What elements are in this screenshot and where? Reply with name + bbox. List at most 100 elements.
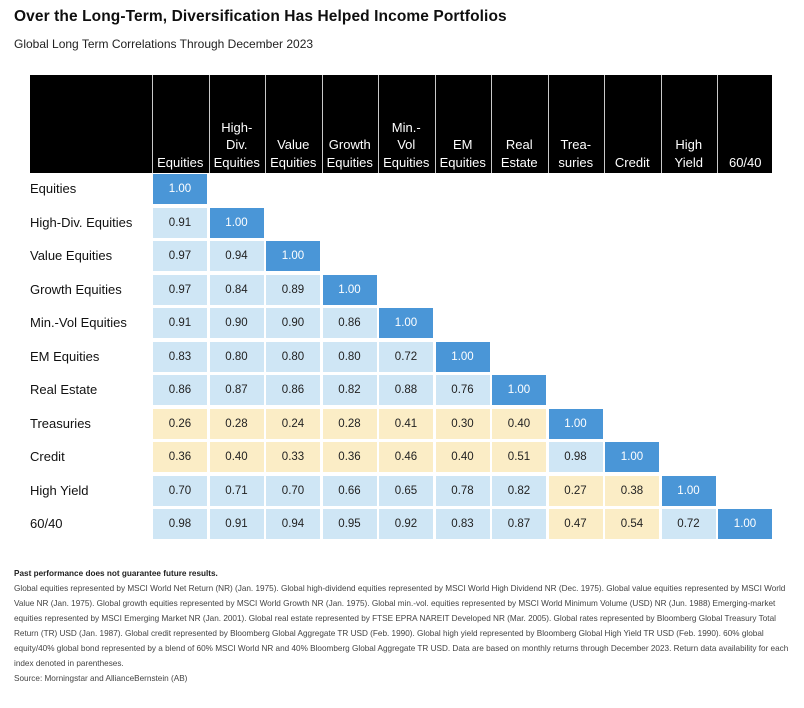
correlation-cell: 0.83 bbox=[435, 509, 490, 539]
correlation-cell: 0.36 bbox=[322, 442, 377, 472]
column-separator bbox=[604, 75, 605, 173]
row-label: Value Equities bbox=[30, 248, 113, 263]
chart-subtitle: Global Long Term Correlations Through De… bbox=[14, 37, 314, 51]
correlation-cell: 0.38 bbox=[605, 475, 659, 506]
column-separator bbox=[717, 75, 718, 173]
correlation-cell: 0.28 bbox=[209, 408, 264, 439]
column-header-label: Min.- Vol Equities bbox=[383, 119, 430, 170]
column-header: High Yield bbox=[661, 75, 718, 173]
correlation-cell: 0.28 bbox=[322, 408, 377, 439]
correlation-cell: 0.40 bbox=[209, 442, 264, 472]
correlation-cell: 0.91 bbox=[153, 207, 207, 238]
column-header-label: Value Equities bbox=[270, 137, 317, 170]
row-label: Min.-Vol Equities bbox=[30, 315, 127, 330]
column-header: Growth Equities bbox=[322, 75, 379, 173]
column-separator bbox=[378, 75, 379, 173]
row-label: 60/40 bbox=[30, 516, 63, 531]
column-header: Value Equities bbox=[265, 75, 322, 173]
correlation-cell: 0.26 bbox=[153, 408, 207, 439]
correlation-cell: 0.36 bbox=[153, 442, 207, 472]
correlation-cell: 0.70 bbox=[153, 475, 207, 506]
column-header-label: High- Div. Equities bbox=[213, 119, 260, 170]
performance-disclaimer: Past performance does not guarantee futu… bbox=[14, 569, 218, 578]
correlation-cell: 0.91 bbox=[209, 509, 264, 539]
column-header-band bbox=[30, 75, 772, 173]
column-separator bbox=[491, 75, 492, 173]
row-label: High Yield bbox=[30, 482, 89, 498]
correlation-cell: 0.92 bbox=[379, 509, 433, 539]
row-label: Treasuries bbox=[30, 415, 91, 431]
correlation-cell: 0.54 bbox=[605, 509, 659, 539]
correlation-cell: 0.70 bbox=[266, 475, 320, 506]
column-header: Min.- Vol Equities bbox=[378, 75, 435, 173]
correlation-cell: 0.90 bbox=[209, 308, 264, 338]
column-header-label: EM Equities bbox=[439, 137, 486, 170]
column-header: Real Estate bbox=[491, 75, 548, 173]
column-separator bbox=[434, 75, 436, 173]
correlation-cell: 0.87 bbox=[209, 375, 264, 405]
column-header-label: Credit bbox=[614, 154, 650, 170]
correlation-cell: 0.80 bbox=[322, 341, 377, 372]
correlation-cell: 0.95 bbox=[322, 509, 377, 539]
diagonal-cell: 1.00 bbox=[605, 442, 659, 472]
correlation-cell: 0.80 bbox=[209, 341, 264, 372]
diagonal-cell: 1.00 bbox=[435, 341, 490, 372]
correlation-cell: 0.78 bbox=[435, 475, 490, 506]
correlation-cell: 0.24 bbox=[266, 408, 320, 439]
correlation-cell: 0.40 bbox=[492, 408, 546, 439]
row-label: High-Div. Equities bbox=[30, 214, 133, 230]
correlation-cell: 0.47 bbox=[548, 509, 603, 539]
row-label: Credit bbox=[30, 449, 65, 464]
correlation-cell: 0.94 bbox=[266, 509, 320, 539]
correlation-cell: 0.72 bbox=[379, 341, 433, 372]
correlation-cell: 0.83 bbox=[153, 341, 207, 372]
correlation-cell: 0.33 bbox=[266, 442, 320, 472]
diagonal-cell: 1.00 bbox=[379, 308, 433, 338]
correlation-cell: 0.40 bbox=[435, 442, 490, 472]
correlation-cell: 0.97 bbox=[153, 241, 207, 271]
row-label: Real Estate bbox=[30, 382, 98, 397]
diagonal-cell: 1.00 bbox=[548, 408, 603, 439]
correlation-cell: 0.71 bbox=[209, 475, 264, 506]
column-header-label: 60/40 bbox=[728, 154, 762, 170]
correlation-cell: 0.97 bbox=[153, 274, 207, 305]
correlation-cell: 0.87 bbox=[492, 509, 546, 539]
correlation-cell: 0.98 bbox=[548, 442, 603, 472]
correlation-cell: 0.88 bbox=[379, 375, 433, 405]
correlation-cell: 0.72 bbox=[661, 509, 716, 539]
column-header: Credit bbox=[604, 75, 661, 173]
chart-title: Over the Long-Term, Diversification Has … bbox=[14, 8, 507, 25]
correlation-cell: 0.82 bbox=[322, 375, 377, 405]
column-separator bbox=[208, 75, 210, 173]
index-definitions: Global equities represented by MSCI Worl… bbox=[14, 584, 789, 668]
correlation-cell: 0.30 bbox=[435, 408, 490, 439]
column-header: Equities bbox=[152, 75, 209, 173]
column-header-label: Growth Equities bbox=[326, 137, 373, 170]
correlation-cell: 0.89 bbox=[266, 274, 320, 305]
source-note: Source: Morningstar and AllianceBernstei… bbox=[14, 674, 188, 683]
column-header-label: Trea- suries bbox=[558, 137, 594, 170]
correlation-cell: 0.51 bbox=[492, 442, 546, 472]
column-separator bbox=[265, 75, 266, 173]
correlation-cell: 0.82 bbox=[492, 475, 546, 506]
column-separator bbox=[660, 75, 662, 173]
column-header-label: High Yield bbox=[674, 137, 703, 170]
column-header: High- Div. Equities bbox=[209, 75, 266, 173]
column-header-label: Real Estate bbox=[500, 137, 538, 170]
correlation-cell: 0.80 bbox=[266, 341, 320, 372]
row-label: Equities bbox=[30, 181, 77, 196]
diagonal-cell: 1.00 bbox=[209, 207, 264, 238]
correlation-cell: 0.90 bbox=[266, 308, 320, 338]
diagonal-cell: 1.00 bbox=[153, 174, 207, 204]
correlation-cell: 0.41 bbox=[379, 408, 433, 439]
column-header: EM Equities bbox=[435, 75, 492, 173]
column-header-label: Equities bbox=[157, 154, 204, 170]
column-separator bbox=[152, 75, 153, 173]
row-label: Growth Equities bbox=[30, 281, 122, 297]
correlation-cell: 0.66 bbox=[322, 475, 377, 506]
correlation-cell: 0.98 bbox=[153, 509, 207, 539]
correlation-cell: 0.86 bbox=[153, 375, 207, 405]
diagonal-cell: 1.00 bbox=[492, 375, 546, 405]
correlation-cell: 0.27 bbox=[548, 475, 603, 506]
diagonal-cell: 1.00 bbox=[266, 241, 320, 271]
